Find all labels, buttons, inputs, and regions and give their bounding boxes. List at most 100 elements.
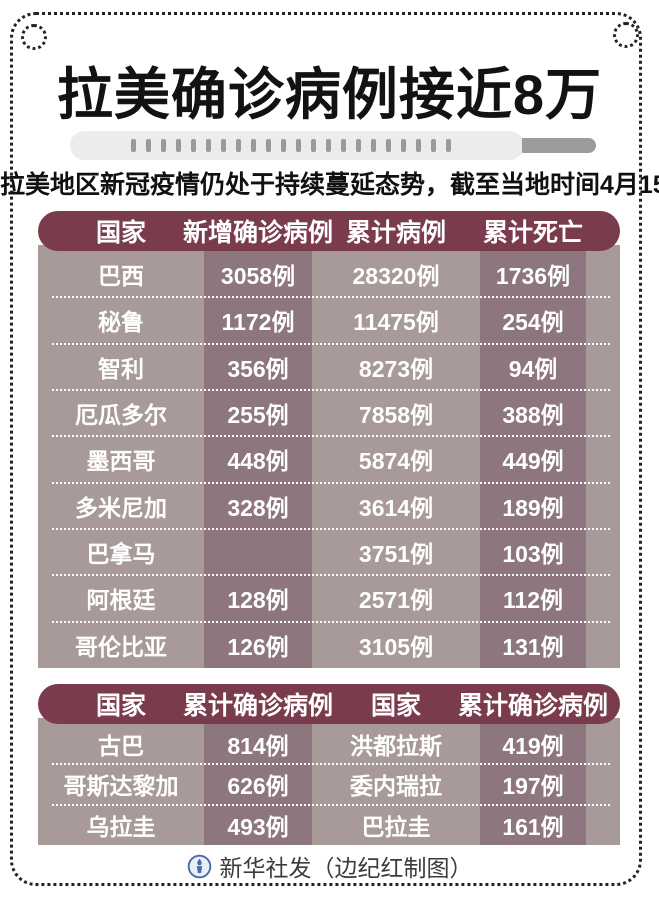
table-body: 古巴 814例 洪都拉斯 419例 哥斯达黎加 626例 委内瑞拉 197例 乌拉圭 493例 巴拉…	[38, 718, 620, 845]
table-cell: 254例	[502, 309, 564, 336]
page-subtitle: 拉美地区新冠疫情仍处于持续蔓延态势，截至当地时间4月15日	[0, 171, 659, 199]
table-row: 秘鲁 1172例 11475例 254例	[38, 297, 620, 345]
table-cell: 3105例	[358, 633, 434, 660]
thermometer-graphic	[70, 131, 610, 161]
column-header: 国家	[95, 692, 146, 720]
thermometer-tick	[266, 139, 271, 152]
table-cell: 1172例	[221, 309, 295, 336]
table-row: 哥伦比亚 126例 3105例 131例	[38, 622, 620, 668]
thermometer-tick	[146, 139, 151, 152]
table-cell: 356例	[227, 355, 289, 382]
table-cell: 448例	[227, 448, 289, 475]
table-cell: 3058例	[220, 263, 296, 290]
table-cell: 94例	[508, 355, 558, 382]
thermometer-tick	[221, 139, 226, 152]
table-row: 哥斯达黎加 626例 委内瑞拉 197例	[38, 764, 620, 806]
dark-column-stripe	[204, 245, 312, 668]
footer-credit: 新华社发（边纪红制图）	[0, 849, 659, 883]
table-row: 巴拿马 3751例 103例	[38, 529, 620, 577]
table-row: 乌拉圭 493例 巴拉圭 161例	[38, 805, 620, 845]
column-header: 新增确诊病例	[183, 219, 334, 247]
table-row: 巴西 3058例 28320例 1736例	[38, 251, 620, 299]
table-body: 巴西 3058例 28320例 1736例 秘鲁 1172例 11475例 254例 智利 356…	[38, 245, 620, 668]
table-cell: 墨西哥	[86, 448, 156, 475]
thermometer-tick	[311, 139, 316, 152]
thermometer-tick	[416, 139, 421, 152]
thermometer-tick	[326, 139, 331, 152]
thermometer-tick	[236, 139, 241, 152]
thermometer-track	[70, 131, 524, 160]
page-title: 拉美确诊病例接近8万	[56, 63, 603, 126]
table-cell: 28320例	[352, 263, 440, 290]
table-cell: 128例	[227, 587, 289, 614]
table-cell: 112例	[502, 587, 564, 614]
secondary-cases-table: 国家 累计确诊病例 国家 累计确诊病例 古巴 814例 洪都拉斯 419例哥斯达黎加 626例…	[38, 684, 620, 845]
table-cell: 3751例	[358, 541, 434, 568]
table-cell: 189例	[502, 494, 564, 521]
thermometer-tick	[341, 139, 346, 152]
table-cell: 智利	[98, 355, 144, 382]
thermometer-tick	[161, 139, 166, 152]
table-cell: 626例	[227, 773, 289, 800]
table-cell: 126例	[227, 633, 289, 660]
thermometer-tick	[356, 139, 361, 152]
table-cell: 493例	[227, 813, 289, 840]
dotted-page-border	[10, 12, 642, 886]
dark-column-stripe	[480, 718, 586, 845]
table-header-row: 国家 累计确诊病例 国家 累计确诊病例	[38, 684, 620, 724]
thermometer-tick	[446, 139, 451, 152]
table-cell: 2571例	[358, 587, 434, 614]
table-cell: 巴西	[98, 263, 144, 290]
table-cell: 3614例	[358, 494, 434, 521]
thermometer-tick	[206, 139, 211, 152]
thermometer-stub	[522, 138, 596, 153]
column-header: 累计确诊病例	[183, 692, 334, 720]
table-cell: 103例	[502, 541, 564, 568]
table-cell: 多米尼加	[75, 494, 167, 521]
thermometer-tick	[251, 139, 256, 152]
table-cell: 哥斯达黎加	[63, 773, 179, 800]
table-cell: 乌拉圭	[86, 813, 156, 840]
table-row: 智利 356例 8273例 94例	[38, 344, 620, 392]
column-header: 累计死亡	[482, 219, 583, 247]
table-cell: 11475例	[353, 309, 439, 336]
thermometer-tick	[431, 139, 436, 152]
table-cell: 哥伦比亚	[75, 633, 167, 660]
table-row: 阿根廷 128例 2571例 112例	[38, 575, 620, 623]
table-cell: 洪都拉斯	[350, 733, 442, 760]
table-cell: 厄瓜多尔	[75, 402, 167, 429]
table-header-row: 国家 新增确诊病例 累计病例 累计死亡	[38, 211, 620, 251]
table-cell: 131例	[502, 633, 564, 660]
table-cell: 秘鲁	[98, 309, 144, 336]
main-cases-table: 国家 新增确诊病例 累计病例 累计死亡 巴西 3058例 28320例 1736例 秘鲁 117…	[38, 211, 620, 668]
column-header: 累计确诊病例	[458, 692, 609, 720]
table-cell: 328例	[227, 494, 289, 521]
punch-hole-right-icon	[613, 22, 639, 48]
table-row: 古巴 814例 洪都拉斯 419例	[38, 724, 620, 766]
column-header: 国家	[95, 219, 146, 247]
footer-credit-text: 新华社发（边纪红制图）	[219, 855, 473, 881]
dark-column-stripe	[480, 245, 586, 668]
table-cell: 委内瑞拉	[350, 773, 442, 800]
thermometer-tick	[401, 139, 406, 152]
table-cell: 197例	[502, 773, 564, 800]
punch-hole-left-icon	[21, 24, 47, 50]
column-header: 累计病例	[345, 219, 446, 247]
xinhua-logo-icon	[187, 854, 211, 878]
table-cell: 古巴	[98, 733, 144, 760]
table-cell: 7858例	[358, 402, 434, 429]
thermometer-tick	[371, 139, 376, 152]
table-row: 厄瓜多尔 255例 7858例 388例	[38, 390, 620, 438]
table-cell: 巴拿马	[86, 541, 156, 568]
thermometer-tick	[176, 139, 181, 152]
thermometer-tick	[296, 139, 301, 152]
table-cell: 814例	[227, 733, 289, 760]
table-cell: 388例	[502, 402, 564, 429]
column-header: 国家	[370, 692, 421, 720]
table-cell: 161例	[502, 813, 564, 840]
thermometer-tick	[386, 139, 391, 152]
table-cell: 5874例	[358, 448, 434, 475]
thermometer-tick	[191, 139, 196, 152]
table-row: 墨西哥 448例 5874例 449例	[38, 436, 620, 484]
table-cell: 419例	[502, 733, 564, 760]
